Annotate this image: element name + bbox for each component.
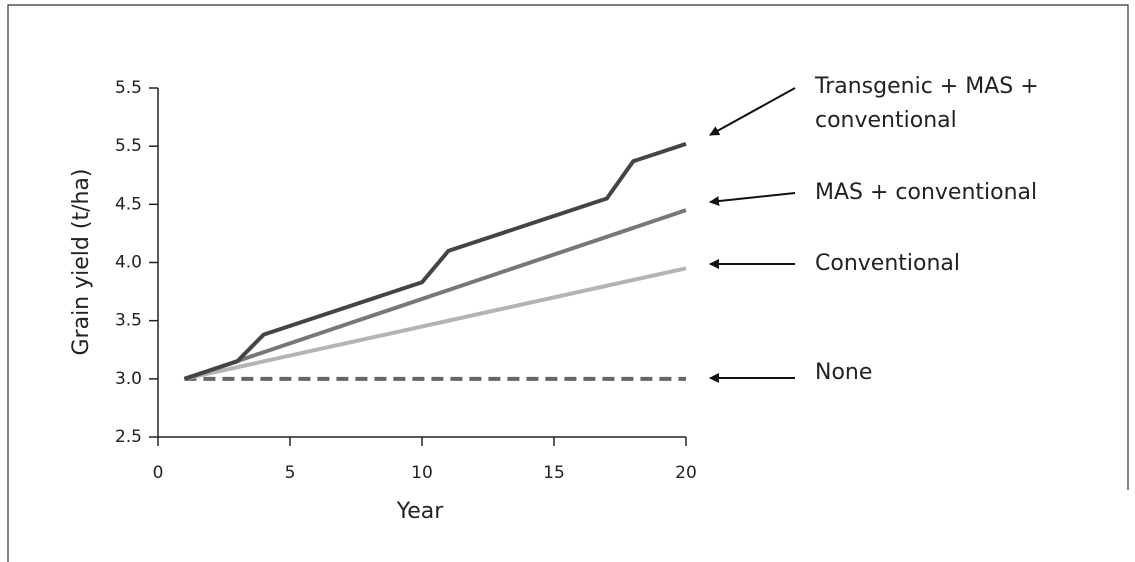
series-label: Conventional — [815, 251, 960, 276]
x-tick-label: 10 — [411, 463, 433, 483]
y-tick-label: 3.0 — [115, 369, 142, 389]
y-tick-label: 5.5 — [115, 78, 142, 98]
series-line — [183, 266, 687, 381]
series-line — [183, 141, 687, 381]
y-tick-label: 5.5 — [115, 136, 142, 156]
y-tick-label: 4.5 — [115, 194, 142, 214]
series-line — [183, 208, 687, 381]
series-label: None — [815, 360, 873, 385]
arrow — [709, 87, 796, 136]
y-tick-label: 3.5 — [115, 311, 142, 331]
x-tick-label: 5 — [285, 463, 296, 483]
x-tick-label: 20 — [675, 463, 697, 483]
x-tick-label: 15 — [543, 463, 565, 483]
series-label: MAS + conventional — [815, 180, 1038, 205]
frame — [7, 4, 1129, 562]
y-tick-label: 2.5 — [115, 427, 142, 447]
series-label: Transgenic + MAS + conventional — [815, 74, 1039, 133]
y-tick-label: 4.0 — [115, 253, 142, 273]
x-axis-label: Year — [396, 499, 445, 524]
x-tick-label: 0 — [153, 463, 164, 483]
y-axis-label: Grain yield (t/ha) — [69, 169, 94, 356]
arrow — [709, 192, 796, 207]
